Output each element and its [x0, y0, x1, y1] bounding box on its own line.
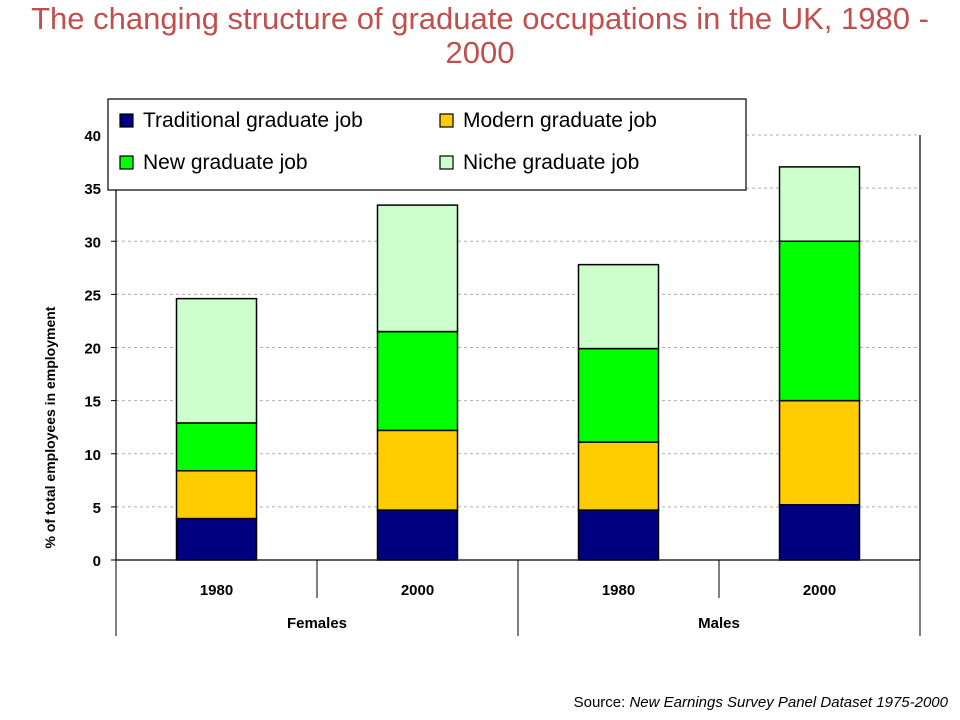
source-note: Source: New Earnings Survey Panel Datase…	[574, 694, 948, 711]
source-text: New Earnings Survey Panel Dataset 1975-2…	[629, 694, 948, 711]
legend-swatch	[119, 155, 134, 170]
legend-label: New graduate job	[143, 151, 308, 174]
y-tick-label: 35	[84, 181, 101, 198]
y-tick-label: 40	[84, 128, 101, 145]
bar-segment-4	[376, 204, 459, 333]
legend-box	[107, 98, 747, 191]
chart-title: The changing structure of graduate occup…	[31, 1, 929, 70]
x-group-label: Males	[698, 615, 740, 632]
bar-segment-3	[175, 422, 258, 472]
x-category-label: 1980	[602, 582, 635, 599]
x-category-label: 1980	[200, 582, 233, 599]
axes: 0 5 10 15 20 25 30 35 40 % of total employees in …	[42, 128, 921, 636]
bar-segment-4	[577, 263, 660, 350]
bar-segment-3	[778, 240, 861, 402]
legend-swatch	[439, 113, 454, 128]
bars	[175, 166, 861, 561]
bar-segment-4	[778, 166, 861, 242]
x-category-label: 2000	[401, 582, 434, 599]
bar-segment-1	[577, 509, 660, 561]
bar-segment-2	[376, 429, 459, 511]
bar-segment-2	[175, 470, 258, 520]
bar-segment-2	[577, 441, 660, 511]
y-tick-label: 30	[84, 234, 101, 251]
bar-segment-1	[175, 517, 258, 561]
y-axis-title: % of total employees in employment	[42, 306, 58, 548]
legend-swatch	[439, 155, 454, 170]
legend: Traditional graduate job Modern graduate …	[107, 98, 747, 191]
y-tick-label: 20	[84, 341, 101, 358]
x-category-label: 2000	[803, 582, 836, 599]
bar-segment-1	[778, 504, 861, 561]
y-tick-label: 5	[93, 500, 101, 517]
y-tick-label: 10	[84, 447, 101, 464]
y-tick-label: 0	[93, 553, 101, 570]
legend-label: Traditional graduate job	[143, 109, 363, 132]
source-prefix: Source:	[573, 694, 630, 711]
bar-segment-4	[175, 297, 258, 424]
bar-segment-3	[577, 347, 660, 443]
legend-label: Modern graduate job	[463, 109, 657, 132]
legend-label: Niche graduate job	[463, 151, 639, 174]
x-group-label: Females	[287, 615, 347, 632]
bar-segment-2	[778, 399, 861, 506]
stacked-bar-chart: 0 5 10 15 20 25 30 35 40 % of total employees in …	[42, 98, 921, 636]
bar-segment-1	[376, 509, 459, 561]
bar-segment-3	[376, 330, 459, 432]
legend-swatch	[119, 113, 134, 128]
y-tick-label: 15	[84, 394, 101, 411]
y-tick-label: 25	[84, 287, 101, 304]
